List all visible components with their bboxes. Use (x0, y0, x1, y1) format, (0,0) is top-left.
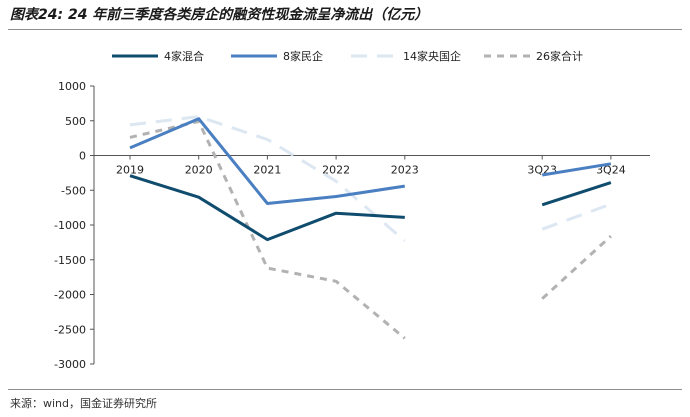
data-point (335, 280, 338, 283)
data-point (403, 216, 406, 219)
x-tick-label: 2021 (253, 164, 281, 177)
y-tick-label: -500 (61, 184, 86, 197)
data-point (197, 196, 200, 199)
title-divider (8, 29, 682, 30)
series-line (541, 162, 612, 177)
data-point (129, 174, 132, 177)
y-tick-label: 1000 (58, 80, 86, 93)
series-line (129, 119, 406, 340)
y-tick-label: -1500 (54, 254, 86, 267)
data-point (541, 297, 544, 300)
y-tick-label: -1000 (54, 219, 86, 232)
data-point (609, 235, 612, 238)
x-tick-label: 2023 (391, 164, 419, 177)
series-line (541, 202, 612, 231)
data-point (541, 228, 544, 231)
data-point (335, 180, 338, 183)
data-point (197, 117, 200, 120)
legend-label: 4家混合 (164, 49, 204, 63)
data-point (609, 203, 612, 206)
y-tick-label: -3000 (54, 358, 86, 371)
chart-series (129, 115, 612, 340)
series-line (129, 115, 406, 243)
data-point (541, 203, 544, 206)
data-point (129, 146, 132, 149)
chart-axes: 1000 500 0 -500 -1000 -1500 -2000 -2500 -3000 201… (54, 80, 650, 371)
y-tick-label: 0 (79, 150, 86, 163)
data-point (403, 337, 406, 340)
data-point (403, 239, 406, 242)
data-point (266, 138, 269, 141)
data-point (266, 238, 269, 241)
data-point (335, 212, 338, 215)
x-tick-label: 3Q24 (596, 164, 626, 177)
legend-label: 14家央国企 (403, 49, 461, 63)
data-point (129, 136, 132, 139)
y-tick-label: 500 (65, 115, 86, 128)
series-line (129, 117, 406, 205)
y-tick-label: -2000 (54, 289, 86, 302)
legend-label: 8家民企 (283, 49, 323, 63)
data-point (129, 123, 132, 126)
legend-label: 26家合计 (536, 49, 583, 63)
source-note: 来源：wind，国金证券研究所 (10, 397, 158, 410)
series-line (541, 234, 612, 300)
data-point (335, 195, 338, 198)
data-point (541, 173, 544, 176)
series-line (541, 181, 612, 207)
x-tick-label: 2020 (185, 164, 213, 177)
y-tick-label: -2500 (54, 323, 86, 336)
x-tick-label: 2019 (116, 164, 144, 177)
x-tick-label: 2022 (322, 164, 350, 177)
source-divider (8, 389, 682, 390)
figure-title: 图表24: 24 年前三季度各类房企的融资性现金流呈净流出（亿元） (10, 7, 429, 23)
data-point (609, 181, 612, 184)
line-chart: 4家混合 8家民企 14家央国企 26家合计 1000 500 0 -500 -1000 -15… (54, 49, 650, 371)
data-point (609, 162, 612, 165)
data-point (403, 185, 406, 188)
chart-legend: 4家混合 8家民企 14家央国企 26家合计 (112, 49, 583, 63)
data-point (266, 202, 269, 205)
data-point (266, 267, 269, 270)
series-line (129, 174, 405, 242)
